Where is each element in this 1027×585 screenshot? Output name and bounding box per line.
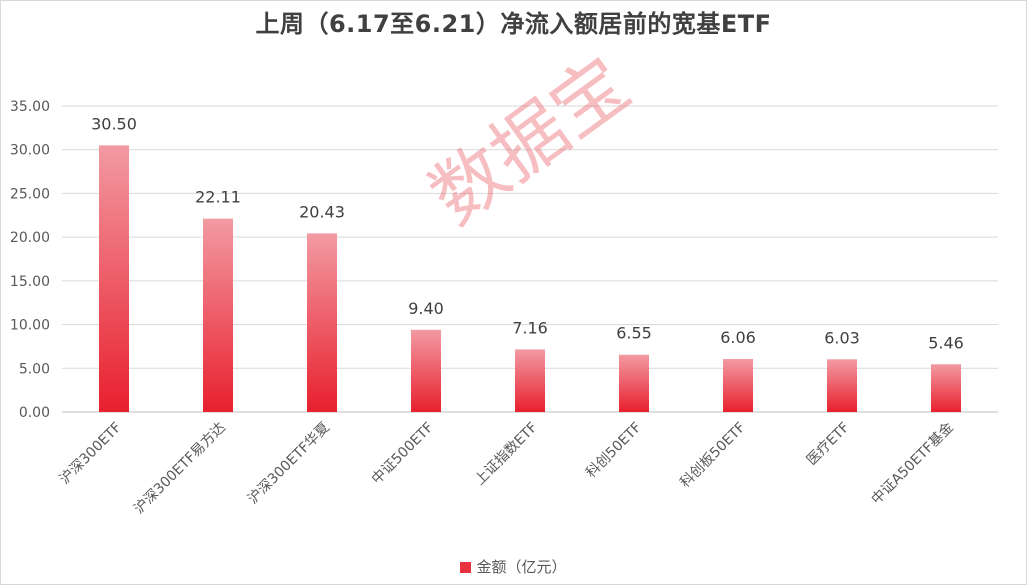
data-label: 6.03	[824, 328, 860, 347]
y-tick-label: 30.00	[10, 143, 50, 159]
bar	[619, 354, 649, 412]
y-tick-label: 35.00	[10, 99, 50, 115]
data-label: 5.46	[928, 333, 964, 352]
x-tick-label: 科创50ETF	[583, 420, 645, 482]
chart-title: 上周（6.17至6.21）净流入额居前的宽基ETF	[255, 10, 772, 38]
x-tick-label: 沪深300ETF	[57, 420, 125, 488]
legend-label: 金额（亿元）	[476, 558, 567, 576]
bar	[723, 359, 753, 412]
data-label: 30.50	[91, 114, 137, 133]
bar	[203, 218, 233, 412]
x-tick-label: 沪深300ETF易方达	[131, 420, 229, 518]
x-tick-label: 上证指数ETF	[472, 420, 541, 489]
data-label: 22.11	[195, 188, 241, 207]
data-label: 20.43	[299, 202, 345, 221]
bar	[827, 359, 857, 412]
legend: 金额（亿元）	[0, 556, 1027, 577]
bar	[99, 145, 129, 413]
x-tick-label: 医疗ETF	[804, 420, 853, 469]
data-label: 7.16	[512, 318, 548, 337]
bar	[411, 329, 441, 412]
legend-swatch	[460, 562, 472, 573]
y-tick-label: 25.00	[10, 186, 50, 202]
y-tick-label: 10.00	[10, 318, 50, 334]
bar	[931, 364, 961, 412]
y-tick-label: 5.00	[19, 361, 50, 377]
data-label: 6.55	[616, 324, 652, 343]
bar	[515, 349, 545, 412]
bar	[307, 233, 337, 412]
x-tick-label: 中证500ETF	[369, 420, 437, 488]
y-tick-label: 0.00	[19, 405, 50, 421]
x-tick-label: 沪深300ETF华夏	[245, 420, 333, 508]
data-label: 6.06	[720, 328, 756, 347]
x-tick-label: 中证A50ETF基金	[868, 419, 957, 508]
data-label: 9.40	[408, 299, 444, 318]
y-tick-label: 20.00	[10, 230, 50, 246]
y-tick-label: 15.00	[10, 274, 50, 290]
x-tick-label: 科创板50ETF	[677, 420, 749, 492]
